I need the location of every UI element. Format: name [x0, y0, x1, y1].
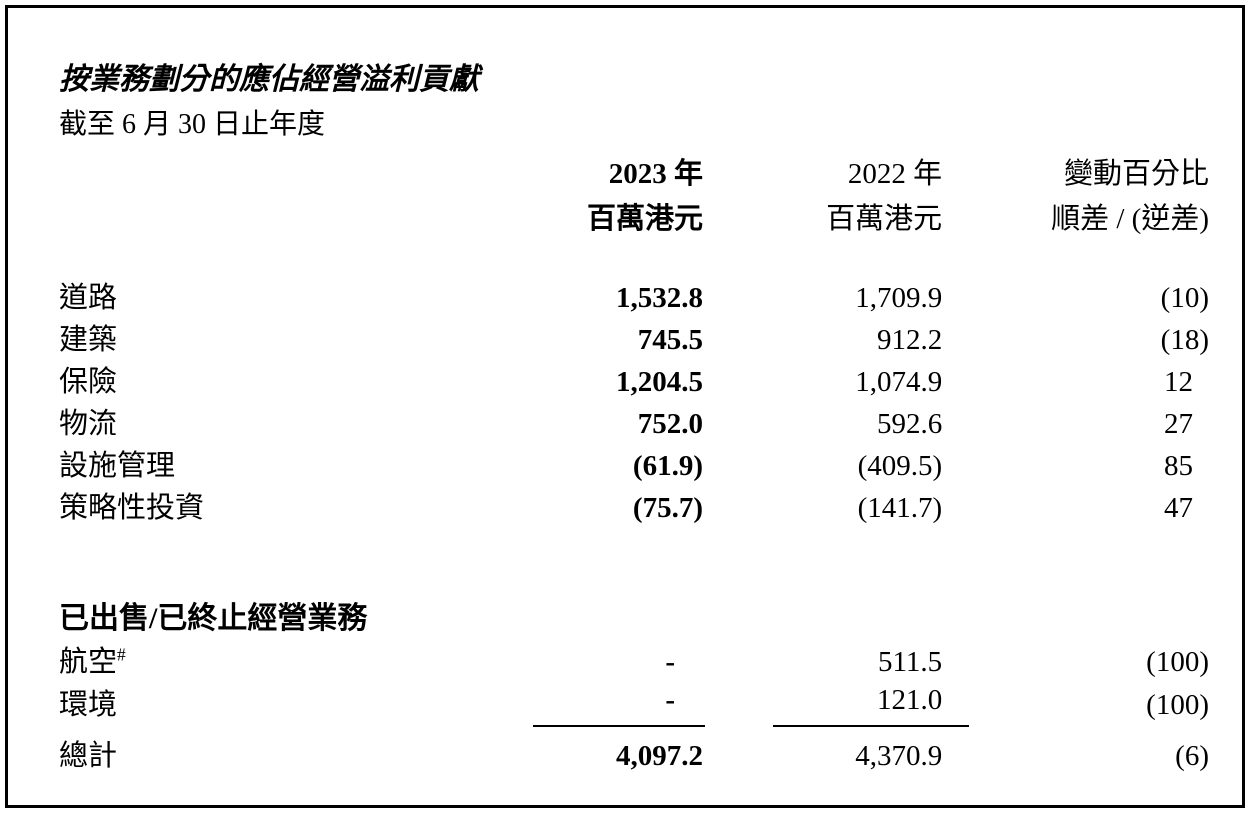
total-rule-line [773, 719, 970, 728]
row-label: 航空# [59, 644, 126, 679]
cell-col-2022: (409.5) [703, 446, 943, 488]
cell-col-2022: 912.2 [703, 320, 942, 362]
discontinued-operations-rows: 航空# - 511.5 (100) 環境 - 121.0 (100) 總計 4,097.2 4,37… [59, 642, 1209, 781]
header-change-line2: 順差 / (逆差) [1051, 203, 1209, 236]
cell-col-2023: (75.7) [531, 488, 703, 530]
document-content: 按業務劃分的應佔經營溢利貢獻 截至 6 月 30 日止年度 2023 年 202… [8, 8, 1242, 781]
cell-col-2023: 4,097.2 [531, 727, 703, 781]
cell-col-2023: (61.9) [531, 446, 703, 488]
cell-value: 1,709.9 [855, 282, 943, 315]
cell-value: (75.7) [632, 492, 703, 525]
header-label-spacer [59, 197, 531, 278]
row-label: 總計 [59, 739, 118, 772]
total-row: 總計 4,097.2 4,370.9 (6) [59, 727, 1209, 781]
header-year-row: 2023 年 2022 年 變動百分比 [59, 152, 1209, 197]
row-label: 道路 [59, 282, 118, 315]
table-row: 環境 - 121.0 (100) [59, 684, 1209, 728]
cell-value: 1,074.9 [855, 366, 943, 399]
section-gap [59, 530, 1209, 588]
document-title: 按業務劃分的應佔經營溢利貢獻 [59, 63, 479, 96]
cell-col-2023: 1,204.5 [531, 362, 703, 404]
cell-value: 12 [1164, 366, 1193, 399]
document-subtitle: 截至 6 月 30 日止年度 [59, 109, 326, 140]
cell-col-2022: (141.7) [703, 488, 943, 530]
table-row: 物流 752.0 592.6 27 [59, 404, 1209, 446]
table-row: 保險 1,204.5 1,074.9 12 [59, 362, 1209, 404]
cell-col-2023: 752.0 [531, 404, 703, 446]
profit-contribution-table: 2023 年 2022 年 變動百分比 百萬港元 百萬港元 順差 / (逆差) … [59, 152, 1209, 781]
row-label: 建築 [59, 324, 118, 357]
page-border: 按業務劃分的應佔經營溢利貢獻 截至 6 月 30 日止年度 2023 年 202… [5, 5, 1245, 808]
cell-col-2023: - [531, 684, 705, 728]
cell-col-change: 47 [942, 488, 1209, 530]
row-label: 物流 [59, 408, 118, 441]
cell-col-2023: - [531, 642, 704, 684]
cell-value: (141.7) [857, 492, 943, 525]
cell-value: (10) [1160, 282, 1209, 315]
cell-value: (61.9) [632, 450, 703, 483]
cell-col-change: (18) [942, 320, 1209, 362]
cell-value: (100) [1146, 646, 1209, 679]
header-2023-unit: 百萬港元 [586, 203, 703, 236]
section-header-row: 已出售/已終止經營業務 [59, 588, 1209, 642]
header-2022-unit: 百萬港元 [826, 203, 943, 236]
cell-value: (100) [1146, 689, 1209, 722]
discontinued-section-header: 已出售/已終止經營業務 [59, 601, 368, 635]
discontinued-section-heading: 已出售/已終止經營業務 [59, 530, 1209, 642]
cell-value: - [665, 646, 675, 679]
cell-value: 121.0 [876, 684, 943, 717]
cell-col-change: (6) [942, 727, 1209, 781]
cell-col-2023: 1,532.8 [531, 278, 703, 320]
cell-col-change: (10) [942, 278, 1209, 320]
table-header: 2023 年 2022 年 變動百分比 百萬港元 百萬港元 順差 / (逆差) [59, 152, 1209, 278]
cell-col-2022: 592.6 [703, 404, 942, 446]
table-row: 道路 1,532.8 1,709.9 (10) [59, 278, 1209, 320]
cell-col-change: (100) [942, 642, 1209, 684]
cell-value: (18) [1160, 324, 1209, 357]
cell-value: 752.0 [637, 408, 703, 441]
row-label: 設施管理 [59, 450, 176, 483]
cell-value: 85 [1164, 450, 1193, 483]
cell-value: 912.2 [876, 324, 943, 357]
cell-col-change: 12 [942, 362, 1209, 404]
header-unit-row: 百萬港元 百萬港元 順差 / (逆差) [59, 197, 1209, 278]
header-2022-year: 2022 年 [847, 158, 943, 191]
row-label: 策略性投資 [59, 492, 205, 525]
footnote-marker: # [117, 644, 126, 665]
cell-value: 1,532.8 [616, 282, 703, 315]
cell-col-2022: 511.5 [703, 642, 942, 684]
table-row: 建築 745.5 912.2 (18) [59, 320, 1209, 362]
cell-value: 47 [1164, 492, 1193, 525]
cell-col-2022: 1,709.9 [703, 278, 942, 320]
row-label: 環境 [59, 689, 118, 722]
table-row: 策略性投資 (75.7) (141.7) 47 [59, 488, 1209, 530]
table-row: 航空# - 511.5 (100) [59, 642, 1209, 684]
cell-col-2022: 121.0 [703, 684, 970, 728]
cell-value: 27 [1164, 408, 1193, 441]
row-label: 保險 [59, 366, 118, 399]
cell-col-2023: 745.5 [531, 320, 703, 362]
cell-value: 4,097.2 [616, 739, 703, 772]
cell-col-2022: 1,074.9 [703, 362, 942, 404]
cell-value: 511.5 [878, 646, 943, 679]
cell-value: (409.5) [857, 450, 943, 483]
total-rule-line [533, 719, 705, 728]
cell-value: 745.5 [637, 324, 703, 357]
cell-col-change: 85 [942, 446, 1209, 488]
cell-value: 592.6 [876, 408, 943, 441]
cell-value: 1,204.5 [616, 366, 703, 399]
cell-value: - [665, 684, 675, 717]
cell-value: 4,370.9 [855, 739, 943, 772]
cell-value: (6) [1175, 739, 1209, 772]
cell-col-2022: 4,370.9 [703, 727, 942, 781]
cell-col-change: (100) [942, 684, 1209, 727]
header-change-line1: 變動百分比 [1063, 158, 1209, 191]
header-label-spacer [59, 152, 531, 197]
cell-col-change: 27 [942, 404, 1209, 446]
table-row: 設施管理 (61.9) (409.5) 85 [59, 446, 1209, 488]
header-2023-year: 2023 年 [608, 158, 703, 191]
continuing-operations-rows: 道路 1,532.8 1,709.9 (10) 建築 745.5 912.2 (18) 保險 1,… [59, 278, 1209, 530]
